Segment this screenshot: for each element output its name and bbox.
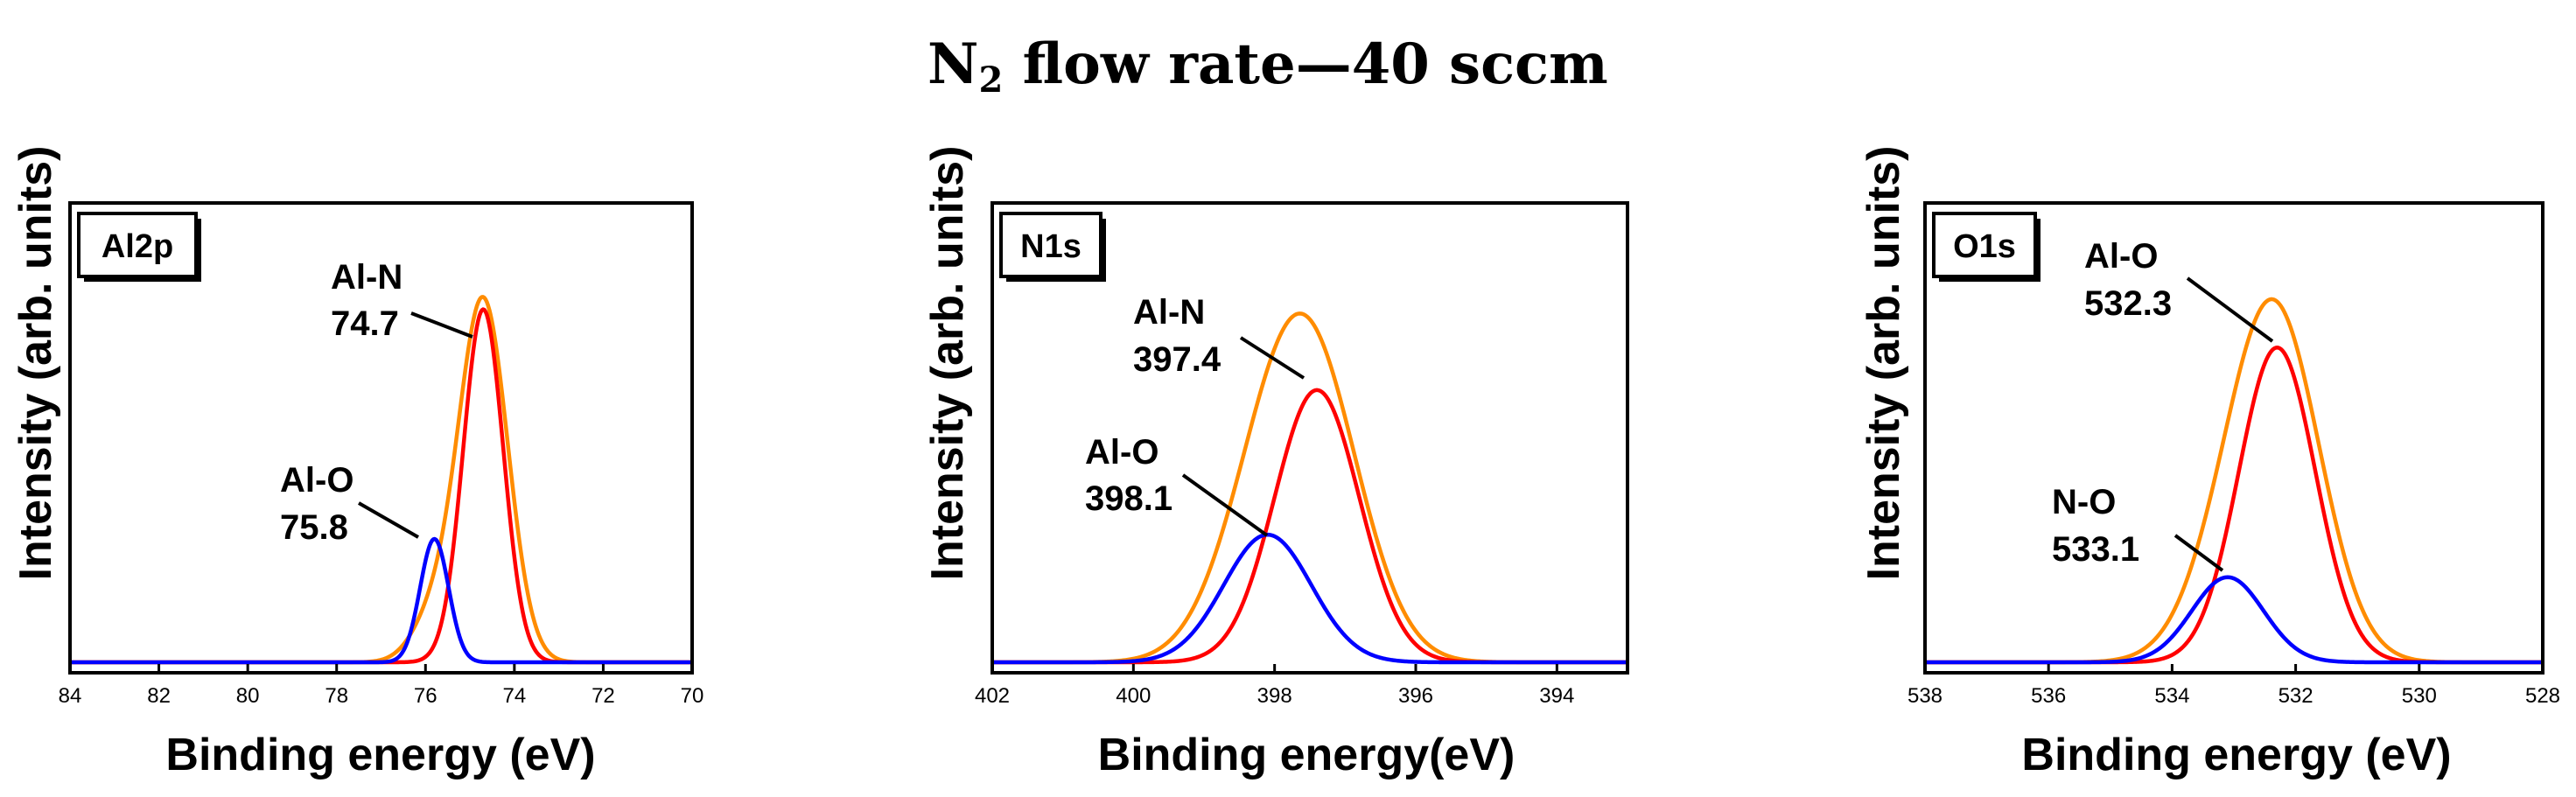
annotation-leader xyxy=(358,501,419,539)
x-axis-label: Binding energy (eV) xyxy=(2021,730,2451,780)
x-tick-label: 80 xyxy=(236,684,260,708)
x-tick-label: 72 xyxy=(592,684,615,708)
x-ticks: 538 536 534 532 530 528 xyxy=(1908,664,2560,708)
x-tick-label: 398 xyxy=(1257,684,1292,708)
series-al-n xyxy=(991,388,1628,665)
annotation-leader xyxy=(1239,336,1306,380)
figure-title: N2 flow rate—40 sccm xyxy=(928,31,1608,101)
x-tick-label: 530 xyxy=(2402,684,2437,708)
x-tick-label: 82 xyxy=(147,684,171,708)
panel-label: Al2p xyxy=(102,228,173,265)
annotation-line2: 398.1 xyxy=(1085,479,1172,518)
annotation-leader xyxy=(2186,276,2274,343)
panel-label-box xyxy=(1932,212,2037,278)
x-tick-label: 70 xyxy=(681,684,704,708)
x-ticks: 402 400 398 396 394 xyxy=(975,664,1574,708)
x-tick-label: 538 xyxy=(1908,684,1942,708)
annotation-leader xyxy=(410,311,473,339)
annotation-line2: 533.1 xyxy=(2052,530,2139,569)
y-axis-label: Intensity (arb. units) xyxy=(10,146,61,581)
x-axis-label: Binding energy(eV) xyxy=(1098,730,1516,780)
x-tick-label: 78 xyxy=(325,684,348,708)
plot-frame xyxy=(1923,201,2544,675)
series-al-n xyxy=(69,307,693,665)
x-tick-label: 396 xyxy=(1398,684,1433,708)
x-tick-label: 536 xyxy=(2031,684,2066,708)
x-tick-label: 534 xyxy=(2154,684,2189,708)
series-envelope xyxy=(1924,297,2544,665)
plot-area xyxy=(991,311,1628,665)
x-tick-label: 400 xyxy=(1116,684,1151,708)
panel-label: N1s xyxy=(1020,228,1082,265)
annotation-line2: 397.4 xyxy=(1133,340,1222,379)
y-axis-label: Intensity (arb. units) xyxy=(922,146,973,581)
annotation-line1: Al-O xyxy=(1085,433,1158,472)
annotation-line2: 74.7 xyxy=(331,304,399,343)
x-tick-label: 76 xyxy=(414,684,438,708)
series-n-o xyxy=(1924,575,2544,665)
annotation-line1: Al-O xyxy=(280,461,354,500)
x-tick-label: 84 xyxy=(59,684,82,708)
series-al-o xyxy=(69,536,693,665)
panel-al2p: Intensity (arb. units) 84 82 80 78 76 74 72 70 … xyxy=(10,146,704,780)
panel-label-box xyxy=(77,212,198,278)
annotation-line1: N-O xyxy=(2052,483,2116,521)
figure-title-rest: flow rate—40 sccm xyxy=(1003,31,1607,97)
x-tick-label: 402 xyxy=(975,684,1010,708)
x-ticks: 84 82 80 78 76 74 72 70 xyxy=(59,664,704,708)
annotation-line2: 532.3 xyxy=(2084,284,2172,323)
figure-title-main: N xyxy=(928,31,979,97)
x-tick-label: 74 xyxy=(503,684,527,708)
series-al-o xyxy=(991,532,1628,665)
plot-area xyxy=(69,295,693,665)
figure-title-subscript: 2 xyxy=(979,59,1004,101)
annotation-leader xyxy=(1181,473,1269,537)
annotation-line1: Al-O xyxy=(2084,237,2158,276)
x-tick-label: 528 xyxy=(2525,684,2560,708)
panel-label: O1s xyxy=(1953,228,2016,265)
x-tick-label: 394 xyxy=(1539,684,1574,708)
annotation-line1: Al-N xyxy=(331,258,402,297)
y-axis-label: Intensity (arb. units) xyxy=(1858,146,1909,581)
plot-frame xyxy=(68,201,694,675)
plot-area xyxy=(1924,297,2544,665)
annotation-leader xyxy=(2174,534,2224,572)
x-tick-label: 532 xyxy=(2278,684,2314,708)
x-axis-label: Binding energy (eV) xyxy=(165,730,595,780)
annotation-line2: 75.8 xyxy=(280,508,348,547)
panel-o1s: Intensity (arb. units) 538 536 534 532 530 52… xyxy=(1858,146,2560,780)
plot-frame xyxy=(990,201,1629,675)
panel-label-box xyxy=(999,212,1102,278)
panel-n1s: Intensity (arb. units) 402 400 398 396 394 N… xyxy=(922,146,1629,780)
annotation-line1: Al-N xyxy=(1133,293,1205,332)
series-envelope xyxy=(69,295,693,665)
